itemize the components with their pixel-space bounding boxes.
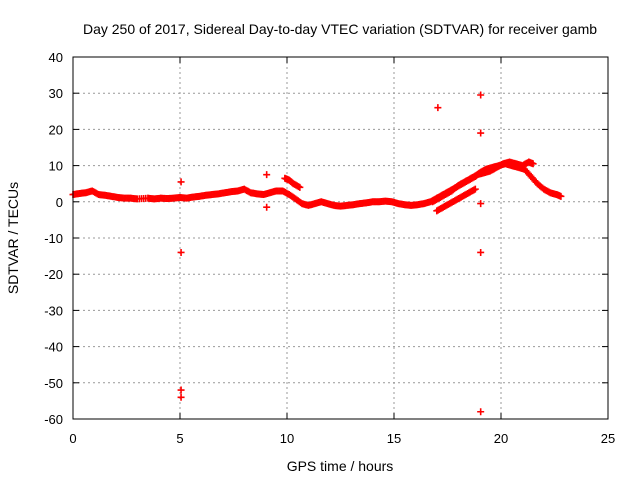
data-point <box>477 129 485 137</box>
y-tick-label: -20 <box>44 267 63 282</box>
data-point <box>177 386 185 394</box>
x-tick-label: 20 <box>494 431 508 446</box>
data-points <box>69 91 565 416</box>
y-tick-label: -40 <box>44 340 63 355</box>
data-point <box>263 203 271 211</box>
data-point <box>177 393 185 401</box>
x-tick-label: 5 <box>176 431 183 446</box>
data-point <box>434 104 442 112</box>
data-point <box>177 248 185 256</box>
chart-title: Day 250 of 2017, Sidereal Day-to-day VTE… <box>83 21 597 37</box>
x-tick-label: 10 <box>280 431 294 446</box>
series-main-trace <box>69 160 565 210</box>
data-point <box>477 200 485 208</box>
y-tick-label: 40 <box>49 50 63 65</box>
y-tick-label: -50 <box>44 376 63 391</box>
series-secondary-trace <box>281 158 537 206</box>
data-point <box>557 192 565 200</box>
y-axis-label: SDTVAR / TECUs <box>5 182 21 294</box>
y-tick-label: 10 <box>49 159 63 174</box>
series-tail-trace <box>433 185 479 215</box>
data-point <box>296 183 304 191</box>
data-point <box>177 178 185 186</box>
data-point <box>477 408 485 416</box>
x-axis-label: GPS time / hours <box>287 458 394 474</box>
y-tick-label: 20 <box>49 122 63 137</box>
x-tick-label: 25 <box>601 431 615 446</box>
series-outliers <box>177 91 485 416</box>
y-tick-label: -10 <box>44 231 63 246</box>
y-tick-label: -60 <box>44 412 63 427</box>
grid-lines <box>73 57 608 419</box>
data-point <box>477 248 485 256</box>
y-tick-label: 30 <box>49 86 63 101</box>
data-point <box>477 91 485 99</box>
axis-ticks: 0 5 10 15 20 25 -60 -50 -40 -30 -20 -10 0 10 20 30 40 <box>44 50 615 446</box>
y-tick-label: 0 <box>56 195 63 210</box>
data-point <box>529 160 537 168</box>
y-tick-label: -30 <box>44 303 63 318</box>
x-tick-label: 0 <box>69 431 76 446</box>
data-point <box>263 171 271 179</box>
x-tick-label: 15 <box>387 431 401 446</box>
data-point <box>471 185 479 193</box>
